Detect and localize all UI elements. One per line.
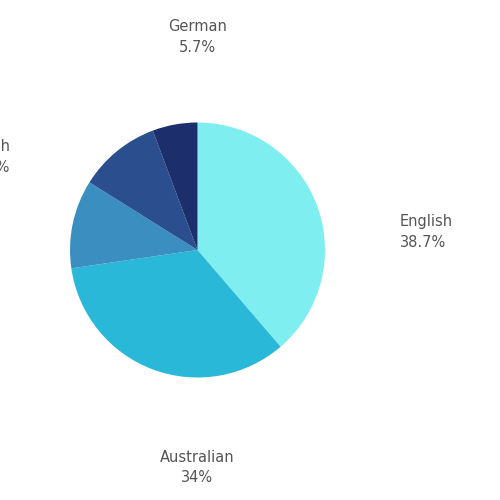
Text: German
5.7%: German 5.7% <box>168 19 227 55</box>
Text: Australian
34%: Australian 34% <box>160 450 235 486</box>
Wedge shape <box>72 250 280 378</box>
Wedge shape <box>70 182 198 268</box>
Wedge shape <box>198 122 325 346</box>
Text: Scottish
10.4%: Scottish 10.4% <box>0 139 10 175</box>
Text: English
38.7%: English 38.7% <box>400 214 453 250</box>
Wedge shape <box>153 122 198 250</box>
Wedge shape <box>90 130 198 250</box>
